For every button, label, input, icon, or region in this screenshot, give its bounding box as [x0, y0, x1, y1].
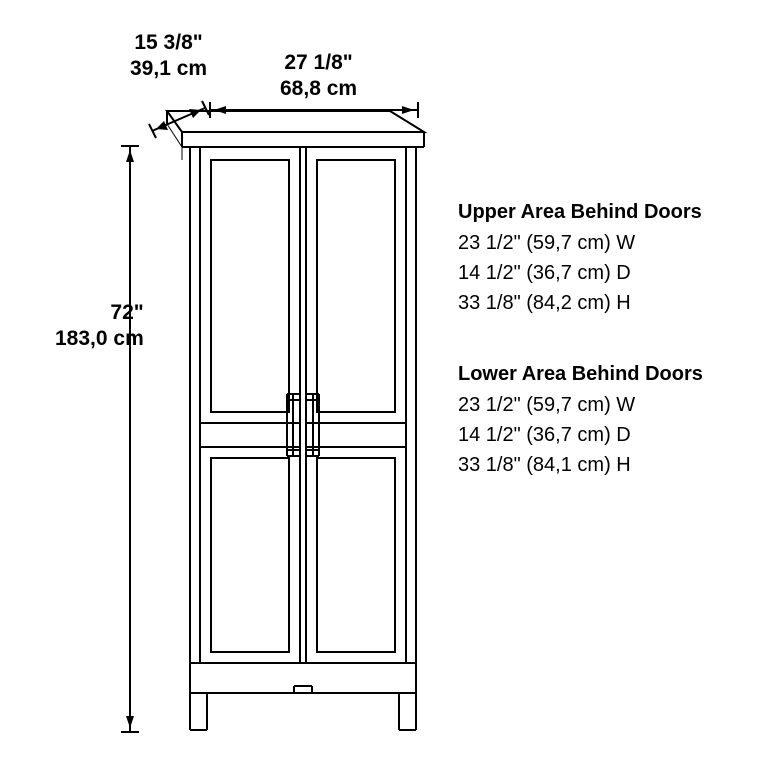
lower-area-title: Lower Area Behind Doors	[458, 360, 703, 389]
upper-area-width: 23 1/2" (59,7 cm) W	[458, 229, 702, 258]
depth-dimension-label: 15 3/8" 39,1 cm	[130, 30, 207, 83]
height-metric: 183,0 cm	[55, 326, 144, 352]
lower-area-height: 33 1/8" (84,1 cm) H	[458, 451, 703, 480]
depth-imperial: 15 3/8"	[130, 30, 207, 56]
upper-area-depth: 14 1/2" (36,7 cm) D	[458, 259, 702, 288]
upper-area-title: Upper Area Behind Doors	[458, 198, 702, 227]
width-metric: 68,8 cm	[280, 76, 357, 102]
lower-area-specs: Lower Area Behind Doors 23 1/2" (59,7 cm…	[458, 360, 703, 481]
upper-area-specs: Upper Area Behind Doors 23 1/2" (59,7 cm…	[458, 198, 702, 319]
upper-area-height: 33 1/8" (84,2 cm) H	[458, 289, 702, 318]
depth-metric: 39,1 cm	[130, 56, 207, 82]
diagram-stage: 15 3/8" 39,1 cm 27 1/8" 68,8 cm 72" 183,…	[0, 0, 768, 768]
height-dimension-label: 72" 183,0 cm	[55, 300, 144, 353]
height-imperial: 72"	[55, 300, 144, 326]
lower-area-depth: 14 1/2" (36,7 cm) D	[458, 421, 703, 450]
width-dimension-label: 27 1/8" 68,8 cm	[280, 50, 357, 103]
width-imperial: 27 1/8"	[280, 50, 357, 76]
lower-area-width: 23 1/2" (59,7 cm) W	[458, 391, 703, 420]
